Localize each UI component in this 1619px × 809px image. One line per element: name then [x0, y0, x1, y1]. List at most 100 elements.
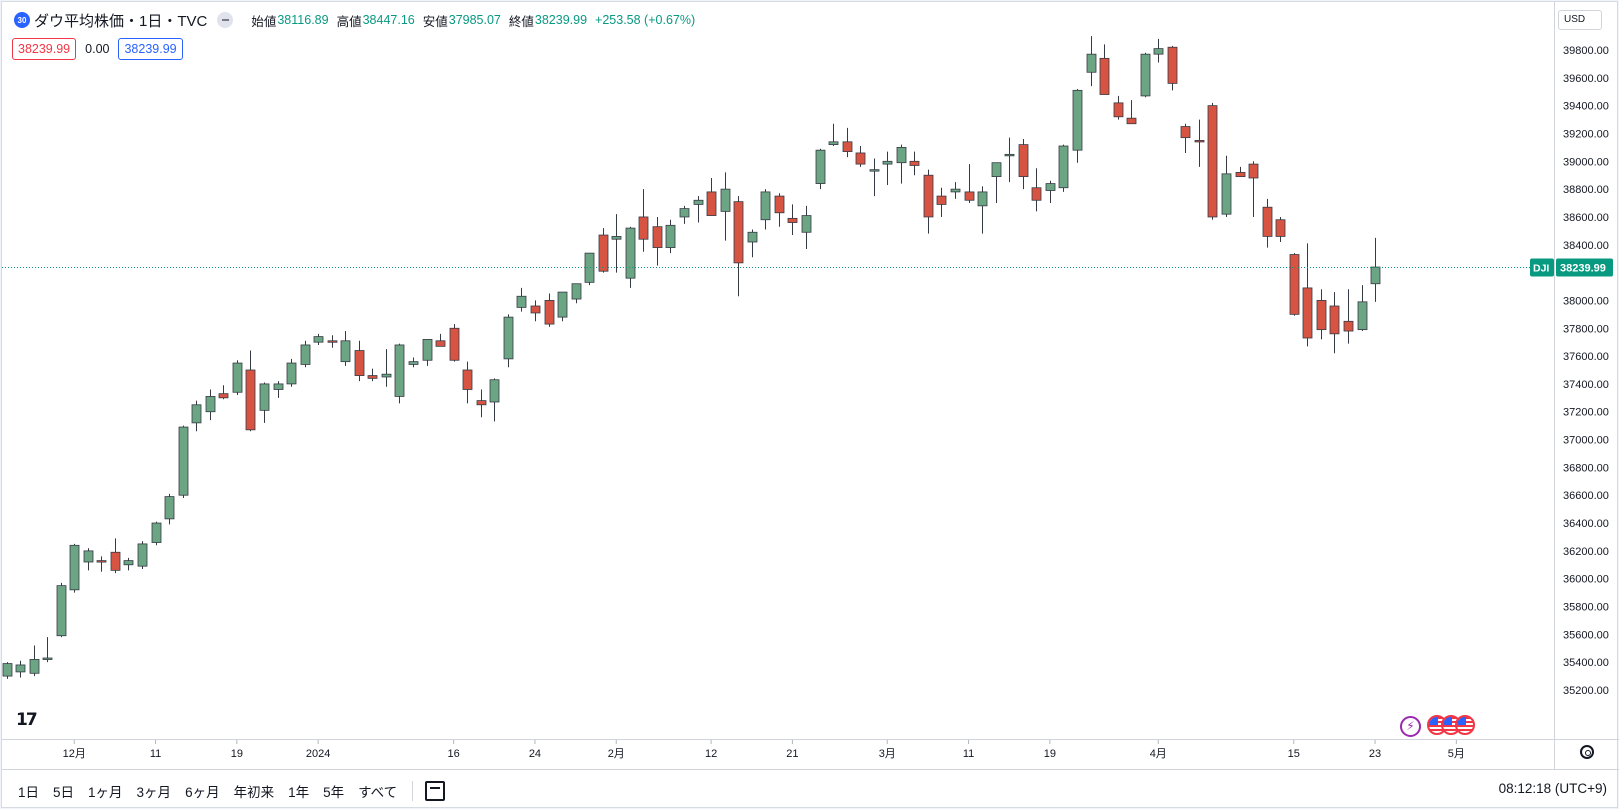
candle — [815, 148, 826, 190]
candle — [991, 162, 1002, 204]
time-tick-label: 19 — [231, 748, 243, 760]
candle-body — [1140, 53, 1151, 97]
candle-body — [720, 188, 731, 212]
candle — [1262, 198, 1273, 248]
us-economic-events[interactable] — [1427, 715, 1475, 735]
candle-body — [1370, 266, 1381, 285]
price-tick-label: 36800.00 — [1563, 462, 1609, 474]
buy-price-button[interactable]: 38239.99 — [118, 38, 183, 60]
candle-body — [327, 340, 338, 343]
price-tag-box — [1556, 258, 1613, 277]
symbol-tag — [1530, 258, 1554, 277]
candle — [273, 381, 284, 398]
candle-body — [1235, 172, 1246, 178]
timeframe-ytd[interactable]: 年初来 — [233, 784, 275, 800]
candle — [1153, 38, 1164, 63]
price-axis[interactable]: 35200.00 35400.00 35600.00 35800.00 36000.00… — [1563, 45, 1609, 697]
time-tick-label: 16 — [448, 748, 460, 760]
candle-body — [1072, 89, 1083, 151]
price-tag-label: 38239.99 — [1560, 263, 1606, 275]
candle-body — [882, 160, 893, 165]
timeframe-6m[interactable]: 6ヶ月 — [185, 784, 220, 800]
candle — [123, 557, 134, 571]
candle-body — [991, 162, 1002, 178]
candle-body — [462, 369, 473, 390]
candle — [1031, 168, 1042, 212]
candle — [1275, 216, 1286, 242]
candle-body — [83, 550, 94, 563]
candle-body — [273, 383, 284, 390]
candle — [1018, 139, 1029, 190]
timeframe-5d[interactable]: 5日 — [53, 784, 75, 800]
candle-body — [354, 350, 365, 376]
candle — [950, 182, 961, 199]
price-chart[interactable]: 35200.00 35400.00 35600.00 35800.00 36000.00… — [2, 2, 1619, 770]
candle-body — [950, 188, 961, 193]
candle — [1180, 123, 1191, 153]
calendar-goto-date-icon[interactable] — [425, 780, 446, 801]
currency-selector[interactable]: USD — [1558, 10, 1602, 30]
candle — [1357, 285, 1368, 332]
us-flag-icon[interactable] — [1455, 715, 1475, 735]
candle — [286, 358, 297, 387]
candle — [1058, 144, 1069, 192]
candle-body — [218, 393, 229, 399]
price-tick-label: 36600.00 — [1563, 490, 1609, 502]
price-tick-label: 38400.00 — [1563, 240, 1609, 252]
candle-body — [96, 560, 107, 563]
change-value: +253.58 (+0.67%) — [595, 13, 696, 27]
candle — [625, 226, 636, 288]
candle-body — [665, 224, 676, 248]
time-tick-label: 12月 — [63, 748, 86, 760]
candle-body — [313, 336, 324, 343]
candle-body — [381, 373, 392, 378]
candle-body — [1329, 305, 1340, 335]
timeframe-1y[interactable]: 1年 — [288, 784, 310, 800]
candle-body — [178, 426, 189, 496]
clock-timezone[interactable]: 08:12:18 (UTC+9) — [1498, 781, 1607, 796]
candle-body — [1031, 187, 1042, 201]
candle — [679, 205, 690, 224]
tradingview-logo-icon[interactable]: 17 — [16, 710, 38, 730]
candle-body — [923, 174, 934, 218]
lightning-event-icon[interactable]: ⚡ — [1400, 716, 1421, 737]
candle-body — [56, 585, 67, 637]
collapse-legend-button[interactable] — [217, 12, 234, 28]
candle-body — [435, 340, 446, 347]
chart-settings-gear-icon[interactable] — [1580, 745, 1594, 759]
timeframe-all[interactable]: すべて — [358, 784, 398, 800]
candle-body — [516, 295, 527, 308]
high-label: 高値 — [336, 14, 362, 29]
candle-body — [232, 362, 243, 393]
candle — [29, 645, 40, 677]
candle-body — [1207, 105, 1218, 218]
time-tick-label: 11 — [150, 748, 161, 760]
candle — [652, 216, 663, 266]
symbol-title[interactable]: ダウ平均株価・1日・TVC — [34, 12, 208, 30]
candle-body — [205, 396, 216, 413]
candle — [1316, 289, 1327, 340]
time-tick-label: 19 — [1044, 748, 1056, 760]
candle-body — [476, 400, 487, 406]
timeframe-3m[interactable]: 3ヶ月 — [136, 784, 172, 800]
candle-body — [1302, 287, 1313, 339]
time-axis[interactable]: 12月 11 19 2024 16 24 2月 12 21 3月 11 19 4月 15 23 5月 — [63, 740, 1465, 760]
sell-price-button[interactable]: 38239.99 — [12, 38, 77, 60]
candle-body — [869, 169, 880, 172]
timeframe-5y[interactable]: 5年 — [323, 784, 345, 800]
time-tick-label: 21 — [786, 748, 798, 760]
candle — [340, 331, 351, 366]
candle — [476, 389, 487, 418]
candle — [665, 219, 676, 254]
candle-body — [1180, 126, 1191, 139]
candle-body — [42, 657, 53, 660]
candle-body — [679, 208, 690, 218]
timeframe-1m[interactable]: 1ヶ月 — [88, 784, 123, 800]
price-tick-label: 39600.00 — [1563, 73, 1609, 85]
candle — [1248, 161, 1259, 217]
symbol-badge-icon[interactable]: 30 — [14, 12, 30, 28]
toolbar-separator — [412, 780, 414, 801]
candle — [435, 333, 446, 347]
candle-body — [842, 141, 853, 152]
timeframe-1d[interactable]: 1日 — [18, 784, 40, 800]
